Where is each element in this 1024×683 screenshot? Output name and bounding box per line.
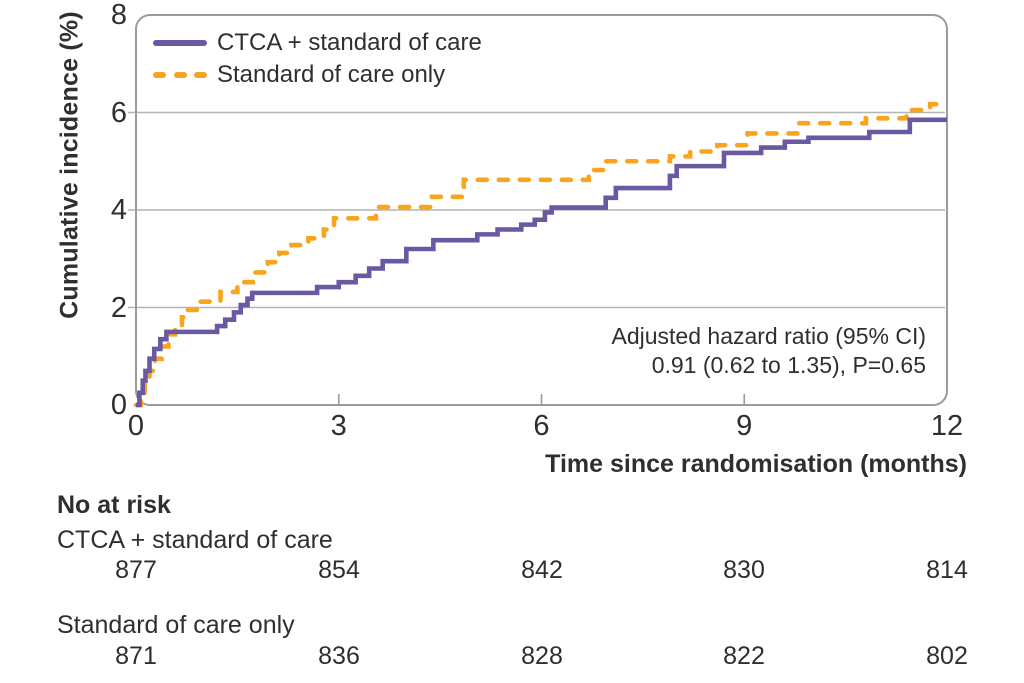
risk-count: 828	[521, 642, 563, 670]
series-solid	[136, 117, 947, 408]
hazard-ratio-annotation: Adjusted hazard ratio (95% CI) 0.91 (0.6…	[612, 322, 927, 380]
legend-item-ctca: CTCA + standard of care	[153, 27, 482, 59]
plot-border	[135, 14, 948, 406]
y-tick-label: 2	[110, 291, 127, 324]
risk-row-counts-soc: 871 836 828 822 802	[0, 642, 1024, 672]
x-tick-label: 3	[330, 410, 347, 442]
x-tick-label: 6	[533, 410, 550, 442]
risk-table-title: No at risk	[57, 491, 171, 519]
y-tick-label: 0	[110, 389, 127, 421]
legend-label-ctca: CTCA + standard of care	[217, 29, 482, 56]
hazard-ratio-line-1: Adjusted hazard ratio (95% CI)	[611, 323, 927, 349]
risk-row-label-ctca: CTCA + standard of care	[57, 526, 333, 554]
y-tick-label: 4	[110, 194, 127, 226]
x-tick-label: 0	[127, 410, 145, 442]
legend-item-soc: Standard of care only	[153, 59, 482, 91]
dashed-line-swatch	[153, 72, 207, 78]
x-tick-label: 12	[930, 410, 964, 442]
x-tick-label: 9	[736, 410, 753, 442]
series-dashed	[133, 101, 950, 408]
risk-count: 854	[318, 556, 360, 584]
risk-count: 830	[723, 556, 765, 584]
x-axis-title: Time since randomisation (months)	[545, 450, 967, 478]
risk-count: 814	[926, 556, 968, 584]
risk-count: 836	[318, 642, 360, 670]
risk-row-label-soc: Standard of care only	[57, 611, 295, 639]
risk-row-counts-ctca: 877 854 842 830 814	[0, 556, 1024, 586]
legend: CTCA + standard of care Standard of care…	[153, 27, 482, 91]
y-tick-label: 6	[110, 96, 127, 129]
hazard-ratio-line-2: 0.91 (0.62 to 1.35), P=0.65	[651, 352, 926, 378]
risk-count: 822	[723, 642, 765, 670]
risk-count: 871	[115, 642, 157, 670]
solid-line-swatch	[153, 40, 207, 46]
risk-count: 842	[521, 556, 563, 584]
risk-count: 877	[115, 556, 157, 584]
y-tick-label: 8	[110, 0, 127, 31]
legend-label-soc: Standard of care only	[217, 61, 446, 88]
risk-count: 802	[926, 642, 968, 670]
